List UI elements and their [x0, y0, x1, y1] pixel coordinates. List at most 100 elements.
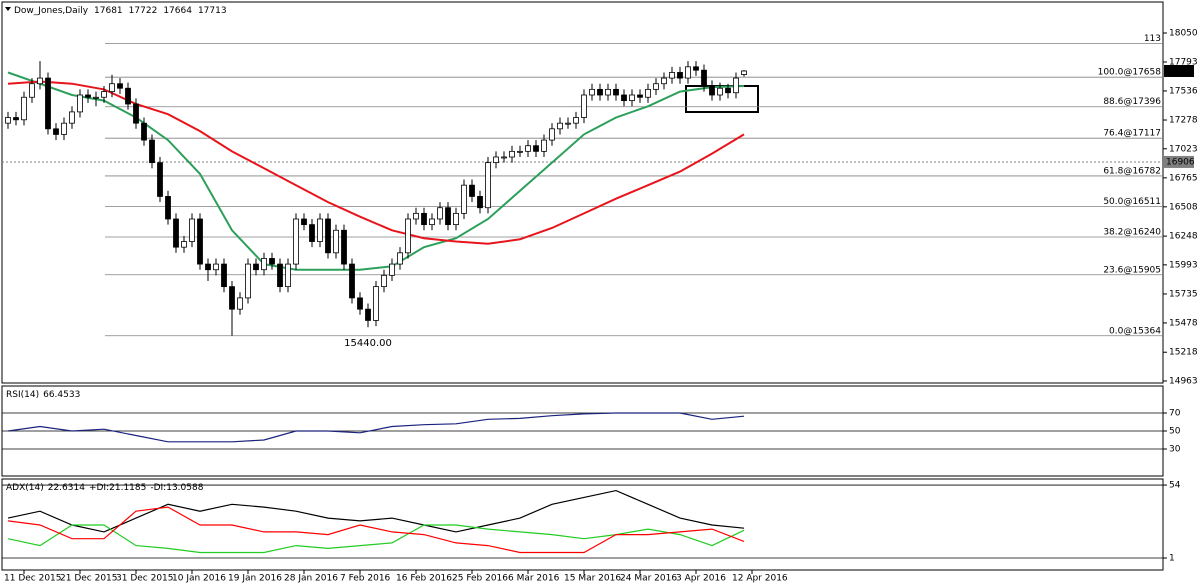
hline-label: 16906	[1166, 157, 1195, 167]
x-tick-label: 6 Mar 2016	[508, 574, 560, 584]
candle-body	[541, 139, 547, 152]
candle-body	[653, 83, 659, 90]
candle-body	[381, 274, 387, 288]
level-label: 88.6@17396	[1103, 97, 1161, 107]
hline-tag	[1164, 155, 1194, 168]
level-label: 100.0@17658	[1098, 68, 1162, 78]
x-tick-label: 24 Mar 2016	[620, 574, 677, 584]
candle-body	[61, 122, 67, 135]
x-tick-label: 12 Apr 2016	[732, 574, 788, 584]
candle-body	[493, 156, 499, 164]
series-value: 21.1185	[109, 483, 146, 493]
candle-body	[365, 308, 371, 321]
y-tick-label: 15735	[1169, 289, 1198, 299]
candle-body	[389, 263, 395, 276]
y-tick-label: 54	[1169, 481, 1181, 491]
y-tick-label: 17278	[1169, 116, 1198, 126]
indicator-label: ADX(14) 22.6314 +DI:21.1185 -DI:13.0588	[6, 483, 204, 493]
candle-body	[229, 286, 235, 310]
level-label: 0.0@15364	[1109, 326, 1161, 336]
candle-body	[93, 96, 99, 99]
candle-body	[125, 87, 131, 105]
candle-body	[349, 263, 355, 299]
candle-body	[293, 218, 299, 265]
x-tick-label: 7 Feb 2016	[340, 574, 391, 584]
candle-body	[173, 218, 179, 248]
level-label: 76.4@17117	[1103, 129, 1161, 139]
x-tick-label: 3 Apr 2016	[676, 574, 726, 584]
candle-body	[333, 229, 339, 254]
candle-body	[149, 139, 155, 164]
series-name: +DI:	[89, 483, 109, 493]
candle-body	[461, 184, 467, 214]
x-tick-label: 19 Jan 2016	[228, 574, 282, 584]
x-tick-label: 10 Jan 2016	[172, 574, 226, 584]
level-label: 23.6@15905	[1103, 265, 1161, 275]
candle-body	[557, 122, 563, 130]
series-line	[7, 489, 745, 533]
candle-body	[301, 218, 307, 226]
candle-body	[589, 88, 595, 96]
y-tick-label: 30	[1169, 445, 1181, 455]
candle-body	[565, 122, 571, 125]
candle-body	[205, 263, 211, 271]
candle-body	[5, 117, 11, 124]
candle-body	[517, 150, 523, 153]
candle-body	[693, 66, 699, 71]
indicator-name: RSI(14)	[6, 390, 39, 400]
candle-body	[181, 241, 187, 248]
candle-body	[445, 207, 451, 226]
symbol: Dow_Jones,Daily	[14, 6, 89, 16]
y-tick-label: 16508	[1169, 202, 1198, 212]
candle-body	[45, 77, 51, 130]
candle-body	[717, 87, 723, 96]
candle-body	[501, 156, 507, 159]
series-line	[7, 506, 745, 554]
candle-body	[453, 212, 459, 226]
candle-body	[221, 263, 227, 288]
candle-body	[629, 94, 635, 102]
candle-body	[709, 85, 715, 96]
ohlc-value: 17681	[94, 6, 123, 16]
candle-body	[77, 94, 83, 113]
level-label: 113	[1144, 34, 1161, 44]
price-panel	[1, 1, 1164, 384]
candle-body	[69, 111, 75, 124]
candle-body	[253, 263, 259, 271]
candle-body	[53, 128, 59, 135]
series-value: 13.0588	[166, 483, 203, 493]
price-label: 17713	[1166, 66, 1195, 76]
candle-body	[269, 258, 275, 265]
candle-body	[101, 91, 107, 98]
y-tick-label: 14963	[1169, 376, 1198, 386]
y-tick-label: 17793	[1169, 57, 1198, 67]
candle-body	[429, 218, 435, 226]
candle-body	[581, 94, 587, 118]
chart-header: Dow_Jones,Daily 17681 17722 17664 17713	[14, 6, 227, 16]
candle-body	[525, 145, 531, 152]
candle-body	[661, 77, 667, 85]
candle-body	[189, 218, 195, 242]
candle-body	[725, 87, 731, 94]
level-label: 61.8@16782	[1103, 166, 1161, 176]
candle-body	[261, 258, 267, 271]
candle-body	[29, 83, 35, 98]
candle-body	[469, 184, 475, 197]
series-name: -DI:	[150, 483, 166, 493]
y-tick-label: 18050	[1169, 28, 1198, 38]
candle-body	[533, 145, 539, 152]
ohlc-value: 17713	[198, 6, 227, 16]
annotation: 15440.00	[344, 338, 392, 349]
x-tick-label: 31 Dec 2015	[116, 574, 174, 584]
y-tick-label: 1	[1169, 554, 1175, 564]
candle-body	[141, 122, 147, 141]
candle-body	[685, 66, 691, 79]
x-tick-label: 25 Feb 2016	[452, 574, 508, 584]
candle-body	[37, 77, 43, 85]
candle-body	[677, 72, 683, 79]
candle-body	[165, 196, 171, 220]
candle-body	[285, 263, 291, 288]
y-tick-label: 70	[1169, 409, 1181, 419]
candle-body	[437, 207, 443, 220]
